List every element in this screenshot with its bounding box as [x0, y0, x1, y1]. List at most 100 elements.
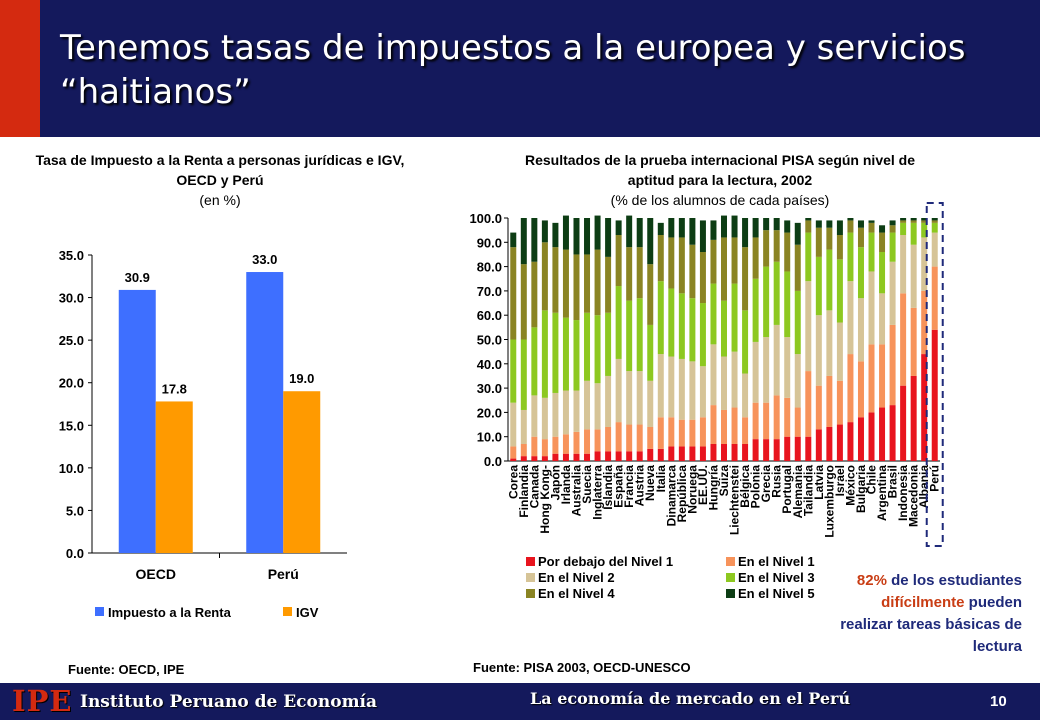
pisa-country-label: Hong Kong-	[538, 465, 552, 534]
pisa-bar-segment	[657, 235, 664, 282]
pisa-bar-segment	[699, 446, 706, 461]
pisa-bar-segment	[699, 220, 706, 253]
pisa-country-label: Inglaterra	[591, 465, 605, 520]
footer-organization: Instituto Peruano de Economía	[80, 692, 378, 712]
pisa-legend-label: En el Nivel 2	[538, 570, 615, 585]
pisa-country-label: Japón	[548, 465, 562, 500]
pisa-country-label: Polonia	[749, 465, 763, 509]
pisa-bar-segment	[668, 417, 675, 447]
pisa-bar-segment	[931, 329, 938, 461]
pisa-legend-swatch	[726, 557, 735, 566]
pisa-bar-segment	[573, 218, 580, 255]
pisa-bar-segment	[668, 288, 675, 357]
pisa-bar-segment	[668, 218, 675, 238]
pisa-bar-segment	[689, 298, 696, 362]
pisa-bar-segment	[657, 281, 664, 355]
pisa-bar-segment	[857, 361, 864, 418]
pisa-bar-segment	[647, 448, 654, 461]
pisa-bar-segment	[847, 354, 854, 423]
pisa-bar-segment	[752, 278, 759, 342]
pisa-legend-label: En el Nivel 4	[538, 586, 615, 601]
pisa-bar-segment	[826, 375, 833, 427]
pisa-chart-title-block: Resultados de la prueba internacional PI…	[520, 150, 920, 210]
tax-legend-swatch	[95, 607, 104, 616]
pisa-bar-segment	[710, 443, 717, 461]
pisa-bar-segment	[721, 409, 727, 444]
tax-y-tick-label: 10.0	[59, 461, 84, 476]
pisa-bar-segment	[826, 227, 833, 250]
pisa-legend-swatch	[526, 589, 535, 598]
pisa-bar-segment	[931, 218, 938, 221]
pisa-bar-segment	[594, 383, 601, 430]
pisa-y-tick-label: 20.0	[477, 405, 502, 420]
pisa-bar-segment	[636, 451, 643, 461]
pisa-bar-segment	[615, 358, 622, 423]
pisa-bar-segment	[889, 261, 896, 325]
pisa-y-tick-label: 70.0	[477, 284, 502, 299]
pisa-bar-segment	[615, 235, 622, 287]
pisa-bar-segment	[805, 436, 812, 461]
pisa-bar-segment	[573, 453, 580, 461]
pisa-bar-segment	[721, 443, 727, 461]
pisa-bar-segment	[784, 220, 791, 233]
tax-bar	[246, 272, 284, 553]
pisa-bar-segment	[605, 375, 612, 427]
pisa-bar-segment	[510, 446, 517, 459]
pisa-bar-segment	[710, 239, 717, 284]
pisa-country-label: Indonesia	[896, 465, 910, 521]
pisa-bar-segment	[752, 237, 759, 279]
pisa-bar-segment	[847, 220, 854, 233]
pisa-bar-segment	[731, 351, 738, 408]
pisa-bar-segment	[626, 424, 633, 452]
pisa-bar-segment	[562, 390, 569, 435]
pisa-bar-segment	[647, 426, 654, 449]
pisa-y-tick-label: 60.0	[477, 308, 502, 323]
pisa-bar-segment	[847, 422, 854, 461]
pisa-bar-segment	[615, 286, 622, 359]
pisa-country-label: Corea	[506, 465, 520, 499]
pisa-country-label: Brasil	[886, 465, 900, 498]
pisa-bar-segment	[562, 317, 569, 391]
pisa-bar-segment	[857, 227, 864, 248]
pisa-bar-segment	[605, 218, 612, 257]
pisa-bar-segment	[678, 419, 685, 447]
pisa-bar-segment	[626, 247, 633, 301]
pisa-bar-segment	[647, 264, 654, 325]
pisa-bar-segment	[752, 218, 759, 238]
pisa-country-label: Dinamarca	[664, 465, 678, 527]
pisa-bar-segment	[879, 225, 886, 233]
pisa-bar-segment	[721, 237, 727, 301]
pisa-bar-segment	[836, 220, 843, 236]
callout-note: 82% de los estudiantes difícilmente pued…	[830, 570, 1022, 658]
pisa-bar-segment	[931, 232, 938, 267]
pisa-bar-segment	[742, 417, 749, 444]
tax-y-tick-label: 5.0	[66, 503, 84, 518]
pisa-bar-segment	[520, 218, 527, 265]
pisa-bar-segment	[826, 426, 833, 461]
pisa-bar-segment	[889, 225, 896, 233]
pisa-bar-segment	[805, 220, 812, 233]
pisa-country-label: Portugal	[780, 465, 794, 514]
slide-title: Tenemos tasas de impuestos a la europea …	[60, 28, 966, 112]
pisa-bar-segment	[689, 446, 696, 461]
pisa-bar-segment	[752, 341, 759, 403]
pisa-bar-segment	[826, 220, 833, 228]
pisa-bar-segment	[584, 218, 591, 255]
pisa-bar-segment	[879, 252, 886, 294]
pisa-bar-segment	[784, 337, 791, 398]
pisa-bar-segment	[520, 443, 527, 457]
tax-bar-data-label: 33.0	[252, 252, 277, 267]
pisa-bar-segment	[605, 312, 612, 376]
pisa-bar-segment	[815, 227, 822, 257]
pisa-bar-segment	[721, 356, 727, 410]
pisa-bar-segment	[847, 232, 854, 282]
pisa-country-label: Luxemburgo	[822, 465, 836, 538]
pisa-bar-segment	[615, 422, 622, 452]
pisa-legend-swatch	[526, 573, 535, 582]
pisa-bar-segment	[784, 436, 791, 461]
pisa-bar-segment	[910, 307, 917, 376]
pisa-bar-segment	[921, 354, 928, 461]
pisa-bar-segment	[605, 451, 612, 461]
pisa-bar-segment	[668, 237, 675, 289]
pisa-bar-segment	[594, 315, 601, 384]
